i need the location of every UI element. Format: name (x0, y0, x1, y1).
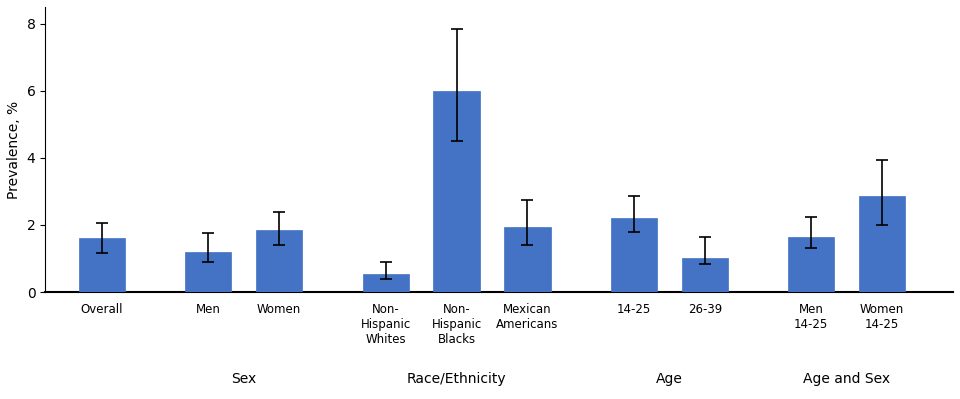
Text: Men: Men (196, 303, 221, 316)
Bar (788, 237, 834, 292)
Text: Age: Age (656, 372, 683, 386)
Text: Sex: Sex (231, 372, 256, 386)
Bar (611, 218, 657, 292)
Bar (504, 227, 550, 292)
Text: Overall: Overall (81, 303, 123, 316)
Text: 26-39: 26-39 (687, 303, 722, 316)
Bar (363, 274, 409, 292)
Bar (434, 91, 480, 292)
Text: Non-
Hispanic
Blacks: Non- Hispanic Blacks (431, 303, 482, 346)
Bar (682, 259, 728, 292)
Text: Men
14-25: Men 14-25 (794, 303, 828, 332)
Text: Women
14-25: Women 14-25 (860, 303, 904, 332)
Text: Age and Sex: Age and Sex (804, 372, 890, 386)
Text: Mexican
Americans: Mexican Americans (496, 303, 559, 332)
Bar (79, 238, 125, 292)
Text: 14-25: 14-25 (616, 303, 651, 316)
Text: Race/Ethnicity: Race/Ethnicity (407, 372, 506, 386)
Bar (859, 196, 905, 292)
Bar (185, 252, 231, 292)
Text: Women: Women (257, 303, 301, 316)
Y-axis label: Prevalence, %: Prevalence, % (7, 101, 21, 199)
Bar (256, 230, 302, 292)
Text: Non-
Hispanic
Whites: Non- Hispanic Whites (360, 303, 411, 346)
